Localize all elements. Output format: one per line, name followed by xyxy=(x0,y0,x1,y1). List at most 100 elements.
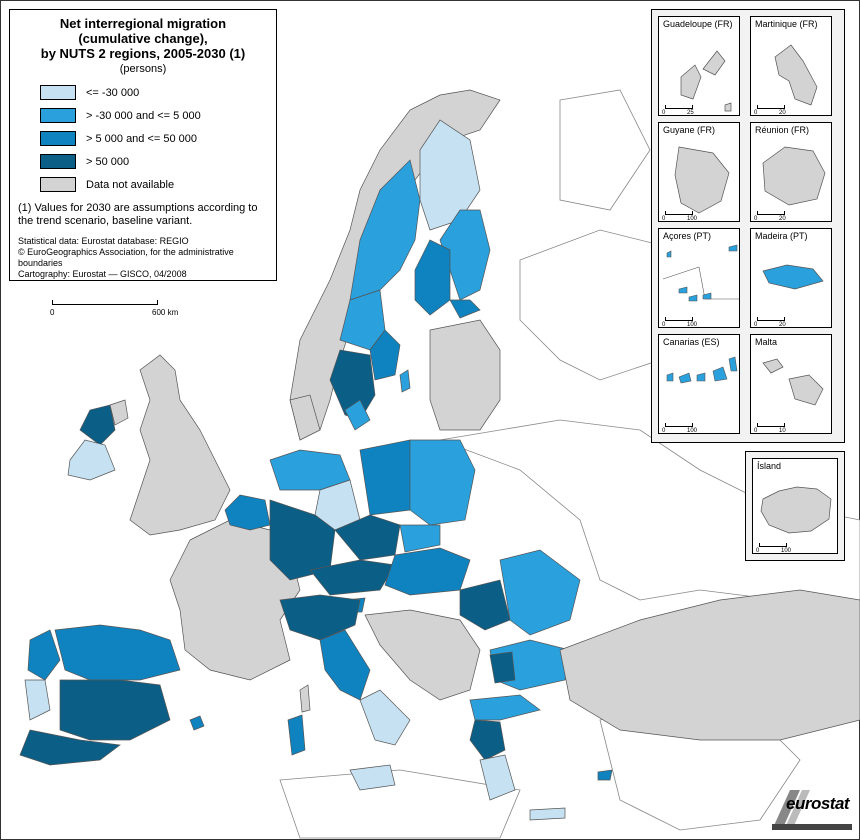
inset-scale-zero: 0 xyxy=(754,428,758,434)
region-sweden-west xyxy=(344,399,371,431)
region-corsica xyxy=(299,684,311,713)
region-ireland-bmw xyxy=(79,404,116,446)
inset-reunion: Réunion (FR) 0 20 xyxy=(750,122,832,222)
inset-scale xyxy=(665,317,693,321)
legend-item: <= -30 000 xyxy=(18,81,268,104)
inset-map xyxy=(760,486,832,534)
inset-label: Açores (PT) xyxy=(663,231,712,241)
region-greece-central xyxy=(469,719,506,761)
region-spain-central xyxy=(59,679,171,741)
inset-scale xyxy=(665,105,693,109)
region-spain-south xyxy=(19,729,121,766)
region-czech xyxy=(334,514,401,561)
legend-title-line2: (cumulative change), xyxy=(78,31,208,46)
inset-group-iceland: Ísland 0 100 xyxy=(745,451,845,561)
region-romania-east xyxy=(499,549,581,636)
region-turkey xyxy=(559,589,860,741)
legend-swatch xyxy=(40,177,76,192)
inset-group-overseas: Guadeloupe (FR) 0 25 Martinique (FR) 0 20 … xyxy=(651,9,845,443)
inset-guyane: Guyane (FR) 0 100 xyxy=(658,122,740,222)
region-sicily xyxy=(349,764,396,791)
inset-label: Guadeloupe (FR) xyxy=(663,19,733,29)
inset-scale-zero: 0 xyxy=(754,216,758,222)
inset-martinique: Martinique (FR) 0 20 xyxy=(750,16,832,116)
inset-scale xyxy=(757,105,785,109)
inset-scale-value: 20 xyxy=(779,110,786,116)
inset-scale-value: 10 xyxy=(779,428,786,434)
inset-scale-zero: 0 xyxy=(756,548,760,554)
inset-guadeloupe: Guadeloupe (FR) 0 25 xyxy=(658,16,740,116)
legend-swatch xyxy=(40,154,76,169)
inset-label: Martinique (FR) xyxy=(755,19,818,29)
inset-label: Réunion (FR) xyxy=(755,125,810,135)
legend-swatch xyxy=(40,85,76,100)
inset-scale xyxy=(757,211,785,215)
region-balearic xyxy=(189,715,205,731)
inset-scale-value: 100 xyxy=(687,322,698,328)
region-greece-south xyxy=(479,754,516,801)
region-denmark xyxy=(289,394,321,441)
inset-scale-value: 100 xyxy=(687,216,698,222)
legend-item-label: > 5 000 and <= 50 000 xyxy=(86,132,198,145)
inset-scale xyxy=(665,423,693,427)
inset-label: Canarias (ES) xyxy=(663,337,720,347)
scale-bar-max: 600 km xyxy=(152,308,179,317)
region-poland-east xyxy=(409,439,476,526)
inset-label: Guyane (FR) xyxy=(663,125,716,135)
legend-swatch xyxy=(40,108,76,123)
inset-scale-zero: 0 xyxy=(662,428,666,434)
source-cartography: Cartography: Eurostat — GISCO, 04/2008 xyxy=(18,269,187,279)
region-baltics xyxy=(429,319,501,431)
legend-sources: Statistical data: Eurostat database: REG… xyxy=(18,236,268,280)
region-sweden-stockholm xyxy=(369,329,401,381)
legend-title-line1: Net interregional migration xyxy=(59,16,227,31)
region-ireland-se xyxy=(67,439,116,481)
inset-map xyxy=(666,356,738,384)
region-gotland xyxy=(399,369,411,393)
inset-scale-zero: 0 xyxy=(754,110,758,116)
source-statistical-data: Statistical data: Eurostat database: REG… xyxy=(18,236,189,246)
legend-title: Net interregional migration (cumulative … xyxy=(18,16,268,61)
inset-scale xyxy=(757,317,785,321)
region-cyprus xyxy=(597,769,613,781)
region-hungary xyxy=(384,547,471,596)
inset-scale xyxy=(665,211,693,215)
region-northern-ireland xyxy=(109,399,129,426)
inset-scale-value: 20 xyxy=(779,216,786,222)
region-italy-central xyxy=(319,629,371,701)
inset-acores: Açores (PT) 0 100 xyxy=(658,228,740,328)
inset-map xyxy=(774,44,818,106)
region-finland-south xyxy=(449,299,481,319)
scale-bar-line xyxy=(52,300,158,305)
region-benelux xyxy=(224,494,271,531)
inset-map xyxy=(662,244,739,302)
inset-scale-zero: 0 xyxy=(754,322,758,328)
legend-title-line3: by NUTS 2 regions, 2005-2030 (1) xyxy=(40,46,246,61)
legend-item: > -30 000 and <= 5 000 xyxy=(18,104,268,127)
inset-scale-value: 100 xyxy=(687,428,698,434)
inset-scale-value: 25 xyxy=(687,110,694,116)
inset-madeira: Madeira (PT) 0 20 xyxy=(750,228,832,328)
region-bulgaria-sw xyxy=(489,651,516,684)
inset-scale-value: 100 xyxy=(781,548,792,554)
eurostat-logo: eurostat xyxy=(770,786,854,832)
inset-canarias: Canarias (ES) 0 100 xyxy=(658,334,740,434)
region-portugal-south xyxy=(24,679,51,721)
legend-item-label: <= -30 000 xyxy=(86,86,140,99)
inset-scale-zero: 0 xyxy=(662,322,666,328)
region-slovakia xyxy=(399,524,441,553)
region-sweden-south xyxy=(329,349,376,421)
inset-scale-zero: 0 xyxy=(662,216,666,222)
legend-item: Data not available xyxy=(18,173,268,196)
inset-scale-zero: 0 xyxy=(662,110,666,116)
southeast-europe xyxy=(364,549,860,821)
legend-item: > 5 000 and <= 50 000 xyxy=(18,127,268,150)
inset-malta: Malta 0 10 xyxy=(750,334,832,434)
legend-item: > 50 000 xyxy=(18,150,268,173)
inset-label: Malta xyxy=(755,337,778,347)
inset-map xyxy=(680,50,732,112)
region-western-balkans xyxy=(364,609,481,701)
scale-bar-zero: 0 xyxy=(50,308,55,317)
legend-item-label: Data not available xyxy=(86,178,175,191)
